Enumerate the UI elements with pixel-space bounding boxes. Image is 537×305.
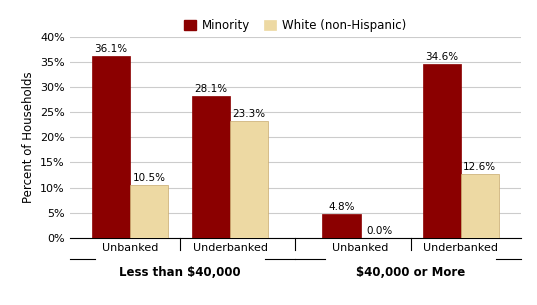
Bar	[230, 121, 268, 238]
Text: 10.5%: 10.5%	[133, 173, 165, 183]
Legend: Minority, White (non-Hispanic): Minority, White (non-Hispanic)	[179, 14, 411, 37]
Y-axis label: Percent of Households: Percent of Households	[21, 71, 35, 203]
Text: Less than $40,000: Less than $40,000	[119, 266, 241, 278]
Text: 12.6%: 12.6%	[463, 163, 496, 173]
Text: 0.0%: 0.0%	[366, 226, 393, 236]
Text: 4.8%: 4.8%	[328, 202, 355, 212]
Bar	[423, 64, 461, 238]
Text: 36.1%: 36.1%	[95, 44, 127, 54]
Bar	[192, 96, 230, 238]
Bar	[322, 214, 360, 238]
Bar	[461, 174, 499, 238]
Text: 34.6%: 34.6%	[425, 52, 458, 62]
Bar	[92, 56, 130, 238]
Text: 23.3%: 23.3%	[233, 109, 266, 119]
Bar	[130, 185, 168, 238]
Text: $40,000 or More: $40,000 or More	[356, 266, 465, 278]
Text: 28.1%: 28.1%	[194, 84, 228, 95]
